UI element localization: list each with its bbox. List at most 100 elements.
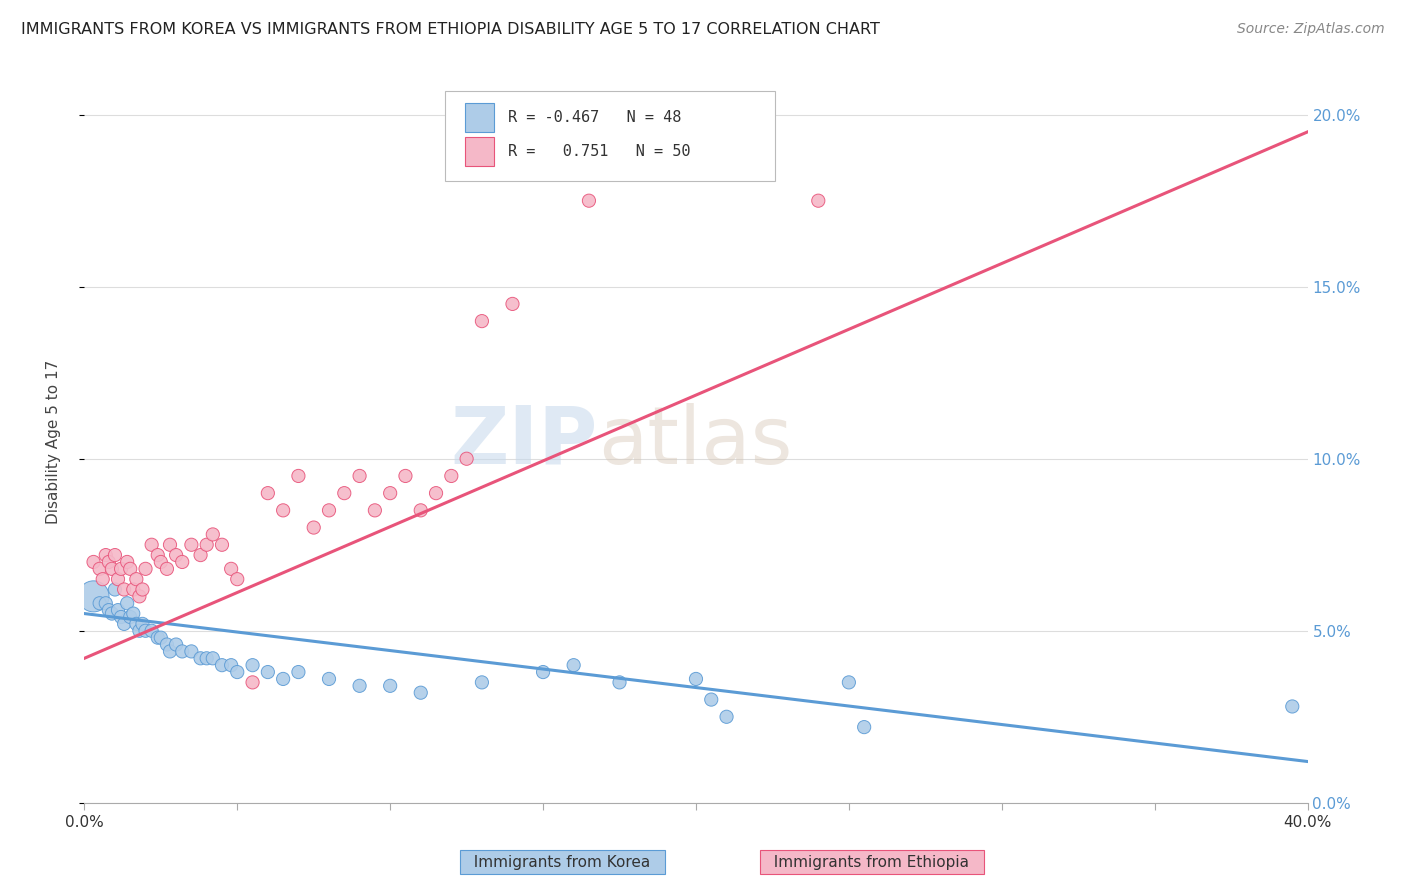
Text: ZIP: ZIP: [451, 402, 598, 481]
Point: [135, 624, 157, 638]
Point: [531, 665, 554, 679]
Point: [104, 548, 127, 562]
Point: [425, 486, 447, 500]
Point: [97, 603, 120, 617]
Point: [685, 672, 707, 686]
Point: [159, 538, 181, 552]
Point: [172, 644, 194, 658]
Point: [257, 486, 280, 500]
Point: [195, 651, 218, 665]
Point: [409, 686, 432, 700]
Point: [195, 538, 218, 552]
Point: [456, 451, 478, 466]
Point: [125, 616, 148, 631]
Point: [349, 679, 371, 693]
Point: [242, 658, 264, 673]
Point: [349, 469, 371, 483]
Point: [471, 314, 494, 328]
Point: [104, 582, 127, 597]
Point: [83, 590, 105, 604]
Point: [89, 596, 111, 610]
Y-axis label: Disability Age 5 to 17: Disability Age 5 to 17: [46, 359, 60, 524]
Point: [287, 665, 309, 679]
Point: [257, 665, 280, 679]
Point: [716, 710, 738, 724]
Point: [94, 596, 117, 610]
Point: [156, 562, 179, 576]
Point: [333, 486, 356, 500]
Point: [562, 658, 585, 673]
Text: IMMIGRANTS FROM KOREA VS IMMIGRANTS FROM ETHIOPIA DISABILITY AGE 5 TO 17 CORRELA: IMMIGRANTS FROM KOREA VS IMMIGRANTS FROM…: [21, 22, 880, 37]
Point: [115, 555, 138, 569]
Point: [853, 720, 876, 734]
Point: [159, 644, 181, 658]
Point: [94, 548, 117, 562]
Point: [122, 607, 145, 621]
Point: [471, 675, 494, 690]
Point: [146, 631, 169, 645]
Point: [242, 675, 264, 690]
Point: [165, 548, 187, 562]
Point: [89, 562, 111, 576]
Point: [156, 638, 179, 652]
Point: [112, 616, 135, 631]
Point: [97, 555, 120, 569]
Text: Immigrants from Korea: Immigrants from Korea: [464, 855, 661, 870]
FancyBboxPatch shape: [465, 103, 494, 132]
Point: [180, 644, 202, 658]
Text: R = -0.467   N = 48: R = -0.467 N = 48: [508, 110, 681, 125]
Point: [172, 555, 194, 569]
Point: [128, 624, 150, 638]
Text: atlas: atlas: [598, 402, 793, 481]
FancyBboxPatch shape: [446, 91, 776, 181]
Point: [318, 672, 340, 686]
Point: [190, 548, 212, 562]
Point: [211, 538, 233, 552]
Point: [226, 665, 249, 679]
Point: [502, 297, 524, 311]
Point: [149, 631, 172, 645]
Point: [112, 582, 135, 597]
Point: [211, 658, 233, 673]
Point: [609, 675, 631, 690]
FancyBboxPatch shape: [465, 136, 494, 166]
Text: Immigrants from Ethiopia: Immigrants from Ethiopia: [765, 855, 979, 870]
Point: [122, 582, 145, 597]
Point: [807, 194, 830, 208]
Point: [578, 194, 600, 208]
Point: [380, 679, 402, 693]
Point: [226, 572, 249, 586]
Text: R =   0.751   N = 50: R = 0.751 N = 50: [508, 144, 690, 159]
Point: [83, 555, 105, 569]
Point: [1281, 699, 1303, 714]
Point: [141, 538, 163, 552]
Point: [201, 527, 224, 541]
Point: [180, 538, 202, 552]
Point: [149, 555, 172, 569]
Point: [110, 562, 132, 576]
Point: [110, 610, 132, 624]
Point: [409, 503, 432, 517]
Point: [125, 572, 148, 586]
Point: [440, 469, 463, 483]
Point: [101, 607, 124, 621]
Point: [364, 503, 387, 517]
Point: [101, 562, 124, 576]
Point: [91, 572, 114, 586]
Point: [107, 603, 129, 617]
Point: [115, 596, 138, 610]
Point: [146, 548, 169, 562]
Point: [838, 675, 860, 690]
Point: [380, 486, 402, 500]
Point: [141, 624, 163, 638]
Point: [318, 503, 340, 517]
Point: [131, 582, 153, 597]
Point: [287, 469, 309, 483]
Text: Source: ZipAtlas.com: Source: ZipAtlas.com: [1237, 22, 1385, 37]
Point: [120, 610, 142, 624]
Point: [302, 520, 325, 534]
Point: [219, 562, 242, 576]
Point: [135, 562, 157, 576]
Point: [219, 658, 242, 673]
Point: [128, 590, 150, 604]
